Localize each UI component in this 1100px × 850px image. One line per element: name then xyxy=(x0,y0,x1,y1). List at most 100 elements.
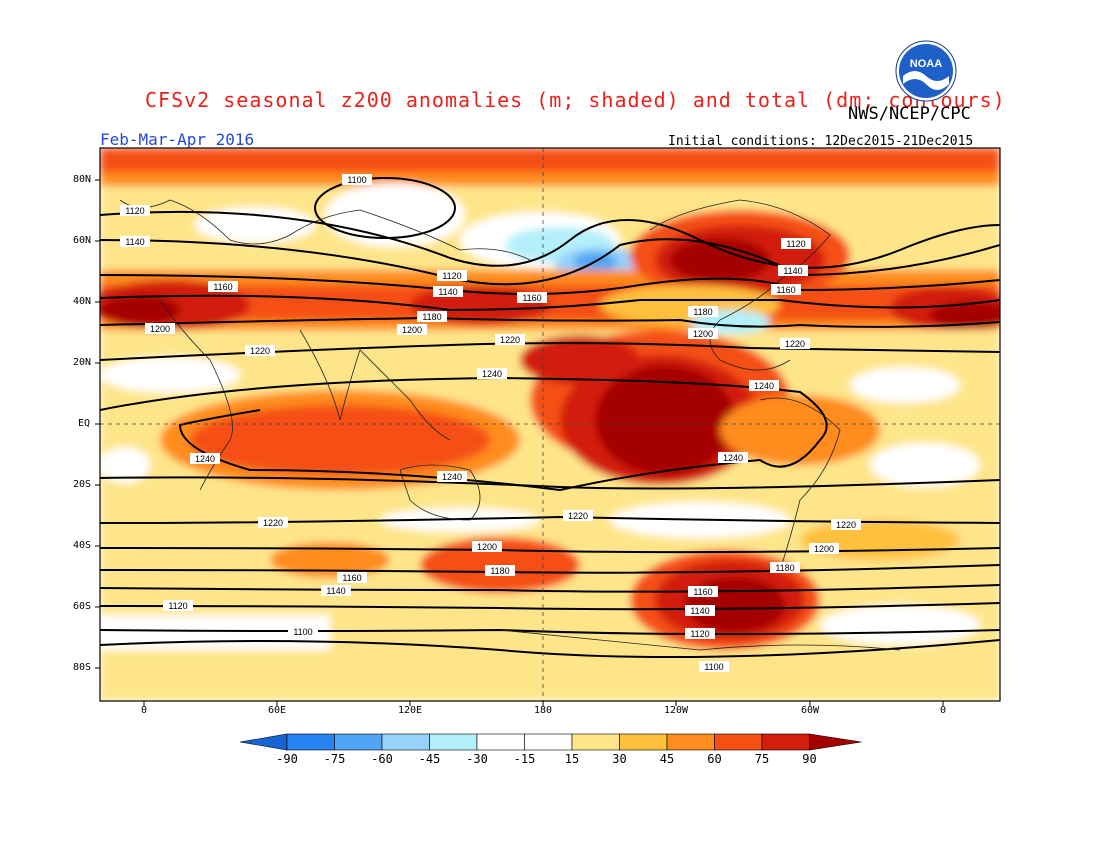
contour-label-bg xyxy=(145,323,175,334)
contour-label: 1240 xyxy=(482,369,502,379)
colorbar-label: 30 xyxy=(612,752,627,766)
colorbar-label: 90 xyxy=(802,752,817,766)
contour-label: 1140 xyxy=(783,266,802,276)
contour-label-bg xyxy=(433,286,463,297)
contour-label-bg xyxy=(495,334,525,345)
colorbar xyxy=(239,733,862,751)
contour-label: 1100 xyxy=(293,627,312,637)
lon-label-60e: 60E xyxy=(267,705,287,716)
contour-label-bg xyxy=(685,605,715,616)
colorbar-label: 60 xyxy=(707,752,722,766)
colorbar-label: -15 xyxy=(513,752,536,766)
contour-label: 1220 xyxy=(500,335,520,345)
contour-label-bg xyxy=(770,562,800,573)
contour-label-bg xyxy=(477,368,507,379)
colorbar-segment xyxy=(619,733,668,751)
lon-label-120w: 120W xyxy=(663,705,689,716)
contour-label: 1240 xyxy=(723,453,743,463)
contour-label: 1240 xyxy=(195,454,215,464)
contour-label: 1180 xyxy=(693,307,712,317)
coastlines xyxy=(119,199,901,651)
contour-label-bg xyxy=(688,306,718,317)
lon-label-0-east: 0 xyxy=(939,705,947,716)
contour-label: 1180 xyxy=(490,566,509,576)
contour-label: 1120 xyxy=(786,239,805,249)
contour-label: 1200 xyxy=(477,542,497,552)
contour-label: 1160 xyxy=(693,587,712,597)
contour-label: 1200 xyxy=(814,544,834,554)
lat-label-eq: EQ xyxy=(78,418,91,429)
colorbar-segment xyxy=(429,733,478,751)
colorbar-label: 45 xyxy=(659,752,675,766)
lat-label-80s: 80S xyxy=(73,662,92,673)
contour-label: 1120 xyxy=(168,601,187,611)
initial-conditions-label: Initial conditions: 12Dec2015-21Dec2015 xyxy=(668,134,974,149)
contour-label: 1120 xyxy=(125,206,144,216)
colorbar-segment xyxy=(334,733,383,751)
contour-label: 1160 xyxy=(342,573,361,583)
contour-label: 1100 xyxy=(704,662,723,672)
colorbar-label: -90 xyxy=(276,752,298,766)
contour-label: 1120 xyxy=(690,629,709,639)
colorbar-arrow-left xyxy=(239,733,288,751)
contour-label-bg xyxy=(688,586,718,597)
colorbar-label: 15 xyxy=(564,752,580,766)
contour-label: 1140 xyxy=(690,606,709,616)
contour-label-bg xyxy=(778,265,808,276)
contour-label-bg xyxy=(245,345,275,356)
contour-label-bg xyxy=(437,471,467,482)
contour-label: 1240 xyxy=(442,472,462,482)
lon-label-180: 180 xyxy=(533,705,553,716)
contour-label: 1200 xyxy=(693,329,713,339)
contour-label-bg xyxy=(781,238,811,249)
contour-label-bg xyxy=(417,311,447,322)
contour-label-bg xyxy=(718,452,748,463)
contour-label-bg xyxy=(563,510,593,521)
contour-label-bg xyxy=(699,661,729,672)
axis-ticks xyxy=(95,179,944,706)
contour-label-bg xyxy=(485,565,515,576)
contour-label-bg xyxy=(688,328,718,339)
contour-label-bg xyxy=(472,541,502,552)
contour-label: 1220 xyxy=(250,346,270,356)
colorbar-segment xyxy=(381,733,430,751)
contour-label: 1240 xyxy=(754,381,774,391)
colorbar-label: -30 xyxy=(466,752,488,766)
contour-label-bg xyxy=(397,324,427,335)
contour-label: 1180 xyxy=(422,312,441,322)
colorbar-segment xyxy=(571,733,620,751)
lat-label-40n: 40N xyxy=(73,296,92,307)
contour-label-bg xyxy=(517,292,547,303)
contour-label: 1200 xyxy=(402,325,422,335)
colorbar-segment xyxy=(476,733,525,751)
contour-label: 1220 xyxy=(836,520,856,530)
contour-label: 1200 xyxy=(150,324,170,334)
lat-label-20n: 20N xyxy=(73,357,92,368)
lon-label-120e: 120E xyxy=(397,705,423,716)
contour-label: 1220 xyxy=(785,339,805,349)
lat-label-20s: 20S xyxy=(73,479,92,490)
lon-label-60w: 60W xyxy=(800,705,820,716)
contour-label-bg xyxy=(190,453,220,464)
noaa-logo: NOAA xyxy=(895,40,957,102)
colorbar-label: -45 xyxy=(418,752,441,766)
contour-label-bg xyxy=(208,281,238,292)
contour-label: 1220 xyxy=(568,511,588,521)
lat-label-60n: 60N xyxy=(73,235,92,246)
contour-label-bg xyxy=(809,543,839,554)
lat-label-80n: 80N xyxy=(73,174,92,185)
contour-label-bg xyxy=(685,628,715,639)
colorbar-segment xyxy=(761,733,810,751)
lon-label-0-west: 0 xyxy=(140,705,148,716)
colorbar-segment xyxy=(524,733,573,751)
colorbar-segment xyxy=(286,733,335,751)
contour-label: 1140 xyxy=(125,237,144,247)
colorbar-label: -75 xyxy=(323,752,346,766)
contour-label-bg xyxy=(163,600,193,611)
lat-label-60s: 60S xyxy=(73,601,92,612)
contour-label-boxes: 1100112011401160120012201120114011801200… xyxy=(120,174,861,672)
contour-label: 1140 xyxy=(438,287,457,297)
contour-label-bg xyxy=(771,284,801,295)
colorbar-segment xyxy=(714,733,763,751)
